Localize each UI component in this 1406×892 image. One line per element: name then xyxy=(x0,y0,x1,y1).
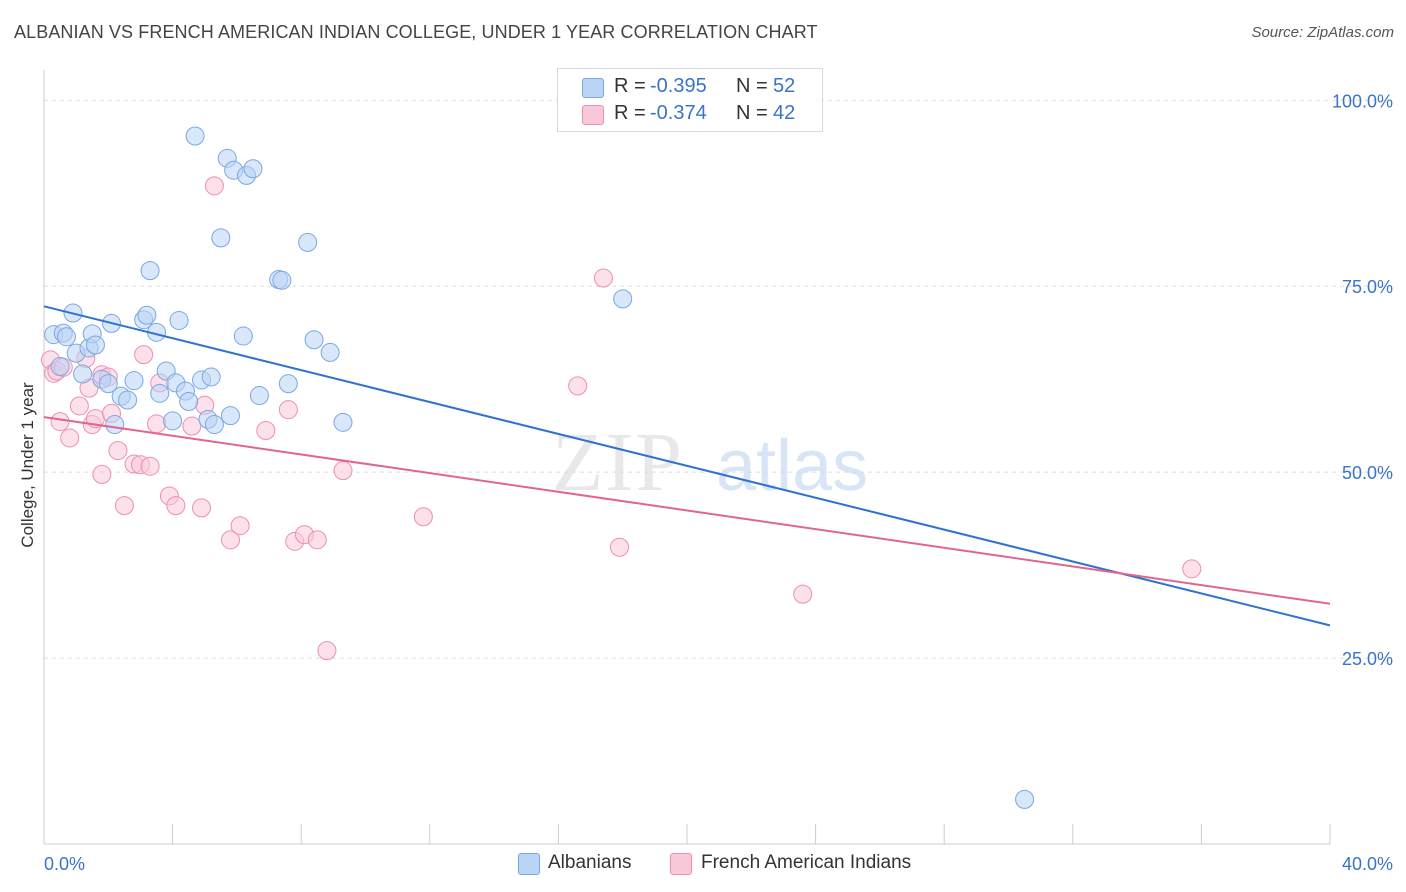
point-french-american-indians xyxy=(317,641,337,661)
point-french-american-indians xyxy=(220,530,240,550)
tick-labels: 25.0% 50.0% 75.0% 100.0% 0.0% 40.0% xyxy=(44,91,1393,874)
point-french-american-indians xyxy=(147,414,167,434)
legend-swatch-french-american-indians xyxy=(670,853,692,875)
chart-title: ALBANIAN VS FRENCH AMERICAN INDIAN COLLE… xyxy=(14,22,818,42)
point-albanians xyxy=(57,327,77,347)
trend-lines xyxy=(43,305,1331,627)
point-albanians xyxy=(613,289,633,309)
point-albanians xyxy=(85,335,105,355)
grid-lines xyxy=(44,99,1392,659)
stats-legend: R = -0.395 N = 52 R = -0.374 N = 42 xyxy=(557,68,823,132)
point-french-american-indians xyxy=(609,537,629,557)
point-french-american-indians xyxy=(278,400,298,420)
y-tick-label: 100.0% xyxy=(1332,91,1393,111)
watermark-atlas: atlas xyxy=(716,426,868,506)
point-french-american-indians xyxy=(256,421,276,441)
y-tick-label: 25.0% xyxy=(1342,649,1393,669)
legend-row-french-american-indians: R = -0.374 N = 42 xyxy=(558,100,822,128)
point-albanians xyxy=(1015,789,1035,809)
legend-r-value: -0.395 xyxy=(650,75,707,97)
x-tick-label-min: 0.0% xyxy=(44,854,85,874)
point-french-american-indians xyxy=(593,268,613,288)
point-albanians xyxy=(150,383,170,403)
trend-line-albanians xyxy=(43,305,1331,627)
point-albanians xyxy=(243,159,263,179)
point-albanians xyxy=(163,411,183,431)
point-albanians xyxy=(298,232,318,252)
watermark-zip: ZIP xyxy=(552,416,684,509)
point-albanians xyxy=(185,126,205,146)
point-french-american-indians xyxy=(182,416,202,436)
point-albanians xyxy=(304,330,324,350)
point-albanians xyxy=(278,374,298,394)
point-albanians xyxy=(105,415,125,435)
point-albanians xyxy=(73,364,93,384)
point-french-american-indians xyxy=(568,376,588,396)
point-french-american-indians xyxy=(192,498,212,518)
point-french-american-indians xyxy=(50,412,70,432)
point-albanians xyxy=(249,386,269,406)
point-albanians xyxy=(333,412,353,432)
point-albanians xyxy=(169,310,189,330)
series-french-american-indians-points xyxy=(40,176,1202,661)
point-french-american-indians xyxy=(134,345,154,365)
watermark: ZIP atlas xyxy=(552,416,868,509)
point-french-american-indians xyxy=(114,496,134,516)
point-albanians xyxy=(50,357,70,377)
point-albanians xyxy=(118,390,138,410)
y-tick-label: 50.0% xyxy=(1342,463,1393,483)
source-label: Source: ZipAtlas.com xyxy=(1251,24,1394,41)
legend-swatch-french-american-indians xyxy=(582,105,604,125)
point-french-american-indians xyxy=(333,461,353,481)
point-french-american-indians xyxy=(166,496,186,516)
point-french-american-indians xyxy=(793,584,813,604)
series-albanians-points xyxy=(44,126,1035,809)
legend-n-value: 42 xyxy=(773,102,796,124)
point-albanians xyxy=(124,371,144,391)
legend-r-value: -0.374 xyxy=(650,102,707,124)
point-albanians xyxy=(201,367,221,387)
point-albanians xyxy=(320,342,340,362)
point-albanians xyxy=(233,326,253,346)
point-french-american-indians xyxy=(1182,559,1202,579)
point-french-american-indians xyxy=(108,441,128,461)
legend-n-value: 52 xyxy=(773,75,796,97)
point-french-american-indians xyxy=(140,456,160,476)
trend-line-french-american-indians xyxy=(43,416,1331,605)
point-french-american-indians xyxy=(69,396,89,416)
x-tick-label-max: 40.0% xyxy=(1342,854,1393,874)
legend-r-label: R = xyxy=(614,75,646,97)
legend-swatch-albanians xyxy=(582,78,604,98)
y-axis-label: College, Under 1 year xyxy=(18,382,37,548)
point-french-american-indians xyxy=(92,464,112,484)
legend-label-french-american-indians: French American Indians xyxy=(701,852,912,873)
legend-r-label: R = xyxy=(614,102,646,124)
legend-label-albanians: Albanians xyxy=(548,852,632,873)
point-french-american-indians xyxy=(230,516,250,536)
legend-row-albanians: R = -0.395 N = 52 xyxy=(558,73,822,101)
point-french-american-indians xyxy=(204,176,224,196)
point-albanians xyxy=(179,392,199,412)
axes xyxy=(43,70,1331,845)
point-albanians xyxy=(220,406,240,426)
legend-swatch-albanians xyxy=(518,853,540,875)
point-french-american-indians xyxy=(60,428,80,448)
legend-n-label: N = xyxy=(736,75,768,97)
y-tick-label: 75.0% xyxy=(1342,277,1393,297)
point-albanians xyxy=(137,305,157,325)
point-albanians xyxy=(211,228,231,248)
point-albanians xyxy=(204,415,224,435)
point-french-american-indians xyxy=(413,507,433,527)
legend-n-label: N = xyxy=(736,102,768,124)
point-albanians xyxy=(98,374,118,394)
point-french-american-indians xyxy=(307,530,327,550)
point-albanians xyxy=(140,261,160,281)
point-albanians xyxy=(272,270,292,290)
